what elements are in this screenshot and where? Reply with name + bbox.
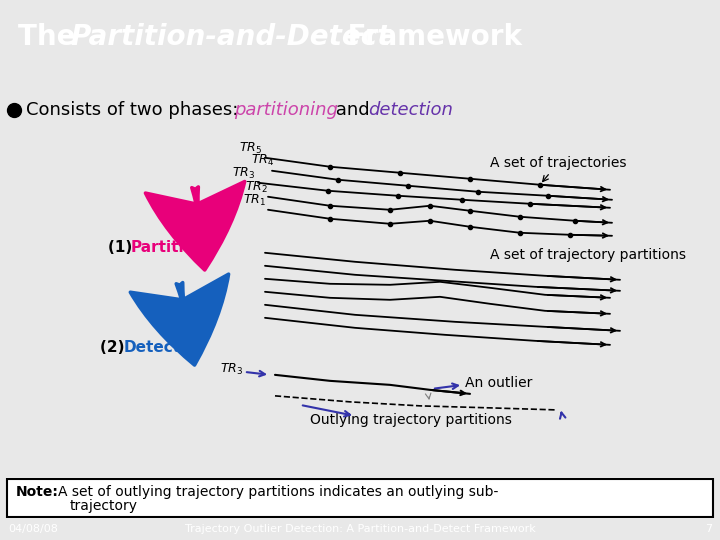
Text: Partition: Partition [131, 240, 206, 255]
Text: A set of trajectory partitions: A set of trajectory partitions [490, 248, 686, 262]
Text: detection: detection [368, 101, 453, 119]
Text: (2): (2) [100, 340, 130, 355]
Text: and: and [330, 101, 375, 119]
FancyArrowPatch shape [145, 181, 245, 270]
Text: $TR_3$: $TR_3$ [232, 166, 255, 181]
Text: Note:: Note: [16, 485, 59, 499]
Text: (1): (1) [108, 240, 138, 255]
Text: An outlier: An outlier [465, 376, 532, 390]
Text: A set of outlying trajectory partitions indicates an outlying sub-: A set of outlying trajectory partitions … [58, 485, 498, 499]
Text: Detect: Detect [124, 340, 181, 355]
Text: 04/08/08: 04/08/08 [8, 524, 58, 534]
Text: Outlying trajectory partitions: Outlying trajectory partitions [310, 413, 512, 427]
Text: $TR_3$: $TR_3$ [220, 362, 243, 377]
Text: Partition-and-Detect: Partition-and-Detect [70, 23, 390, 51]
Text: partitioning: partitioning [234, 101, 338, 119]
Text: $TR_4$: $TR_4$ [251, 153, 274, 168]
Text: Trajectory Outlier Detection: A Partition-and-Detect Framework: Trajectory Outlier Detection: A Partitio… [184, 524, 536, 534]
Text: A set of trajectories: A set of trajectories [490, 156, 626, 181]
Text: trajectory: trajectory [70, 500, 138, 513]
Text: The: The [18, 23, 85, 51]
Text: $TR_2$: $TR_2$ [245, 180, 268, 195]
Text: Consists of two phases:: Consists of two phases: [26, 101, 244, 119]
Text: $TR_5$: $TR_5$ [239, 140, 262, 156]
Text: 7: 7 [705, 524, 712, 534]
FancyArrowPatch shape [130, 274, 229, 365]
FancyBboxPatch shape [7, 479, 713, 517]
Text: Framework: Framework [338, 23, 522, 51]
Text: $TR_1$: $TR_1$ [243, 193, 266, 208]
